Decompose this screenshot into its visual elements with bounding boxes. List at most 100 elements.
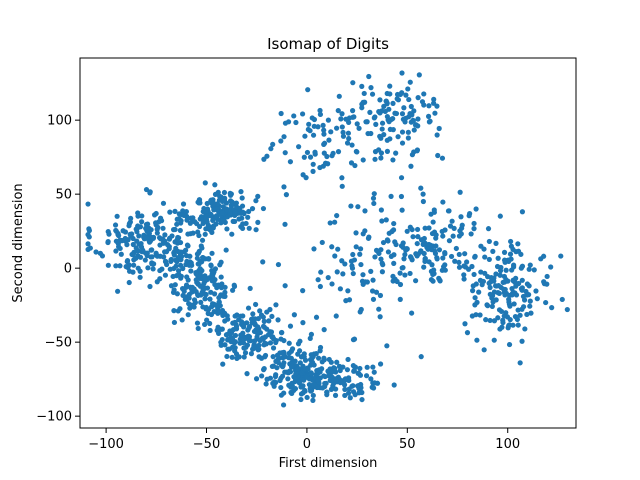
scatter-point <box>466 213 472 219</box>
scatter-point <box>255 193 261 199</box>
scatter-point <box>283 192 289 198</box>
scatter-point <box>342 261 348 267</box>
scatter-point <box>509 292 515 298</box>
scatter-point <box>177 306 183 312</box>
scatter-point <box>248 351 255 357</box>
scatter-point <box>490 299 496 305</box>
scatter-point <box>431 96 437 102</box>
scatter-point <box>496 290 502 296</box>
scatter-point <box>457 189 463 195</box>
scatter-point <box>270 354 276 360</box>
scatter-point <box>172 282 178 288</box>
scatter-point <box>154 230 160 236</box>
scatter-point <box>338 116 344 122</box>
scatter-point <box>435 152 441 159</box>
scatter-point <box>528 310 534 316</box>
scatter-point <box>308 387 315 394</box>
scatter-point <box>279 329 285 336</box>
scatter-point <box>526 292 532 298</box>
scatter-point <box>167 235 173 241</box>
scatter-point <box>129 231 135 237</box>
scatter-point <box>295 366 301 372</box>
scatter-point <box>267 375 274 381</box>
scatter-point <box>420 191 426 197</box>
scatter-point <box>153 220 159 226</box>
scatter-point <box>222 342 228 348</box>
scatter-point <box>395 134 401 140</box>
scatter-point <box>177 227 183 234</box>
scatter-point <box>366 73 372 80</box>
scatter-point <box>405 86 411 92</box>
scatter-point <box>442 267 448 273</box>
scatter-point <box>345 356 351 363</box>
scatter-point <box>334 125 340 131</box>
scatter-point <box>397 281 404 288</box>
scatter-point <box>509 267 515 273</box>
scatter-point <box>140 247 146 253</box>
scatter-point <box>255 315 262 322</box>
scatter-point <box>453 245 459 252</box>
scatter-point <box>124 257 131 264</box>
scatter-point <box>212 191 219 197</box>
scatter-point <box>122 229 129 235</box>
scatter-point <box>370 296 377 302</box>
scatter-point <box>181 288 187 294</box>
scatter-point <box>399 90 405 96</box>
scatter-point <box>390 100 396 106</box>
scatter-point <box>564 306 570 313</box>
scatter-point <box>93 249 99 255</box>
scatter-point <box>113 248 119 254</box>
scatter-point <box>432 110 438 116</box>
scatter-point <box>368 376 374 382</box>
scatter-point <box>151 261 157 267</box>
scatter-point <box>161 254 167 260</box>
scatter-point <box>275 359 281 366</box>
scatter-point <box>288 348 295 354</box>
scatter-point <box>126 262 132 268</box>
scatter-point <box>118 251 124 257</box>
scatter-point <box>399 207 405 213</box>
scatter-point <box>321 127 327 133</box>
scatter-point <box>390 127 396 133</box>
scatter-point <box>225 331 231 337</box>
scatter-point <box>211 200 217 207</box>
scatter-point <box>456 251 462 258</box>
scatter-point <box>135 224 141 230</box>
scatter-point <box>395 97 402 103</box>
scatter-point <box>519 264 525 270</box>
scatter-point <box>414 226 421 233</box>
scatter-point <box>377 361 384 367</box>
scatter-point <box>195 325 201 332</box>
scatter-point <box>207 296 213 302</box>
scatter-point <box>544 273 550 280</box>
scatter-point <box>391 220 397 227</box>
x-tick-label: 100 <box>495 437 520 452</box>
scatter-point <box>144 225 150 231</box>
scatter-point <box>229 354 235 360</box>
scatter-point <box>388 193 394 199</box>
scatter-point <box>400 116 406 122</box>
scatter-point <box>311 382 317 388</box>
scatter-point <box>489 303 495 309</box>
scatter-point <box>410 234 416 240</box>
scatter-point <box>408 163 414 169</box>
scatter-point <box>191 297 198 303</box>
scatter-point <box>250 311 256 317</box>
scatter-point <box>220 218 226 224</box>
scatter-point <box>267 340 274 346</box>
scatter-point <box>298 354 305 360</box>
scatter-point <box>418 185 424 191</box>
scatter-point <box>139 213 145 219</box>
scatter-point <box>229 231 235 237</box>
scatter-point <box>371 200 377 207</box>
scatter-point <box>415 116 421 122</box>
scatter-point <box>296 144 302 150</box>
scatter-point <box>363 119 369 125</box>
scatter-point <box>202 231 208 237</box>
scatter-point <box>321 327 327 333</box>
scatter-point <box>205 306 212 312</box>
scatter-point <box>342 392 348 399</box>
scatter-point <box>481 347 487 353</box>
scatter-point <box>308 371 314 377</box>
scatter-point <box>398 193 405 200</box>
